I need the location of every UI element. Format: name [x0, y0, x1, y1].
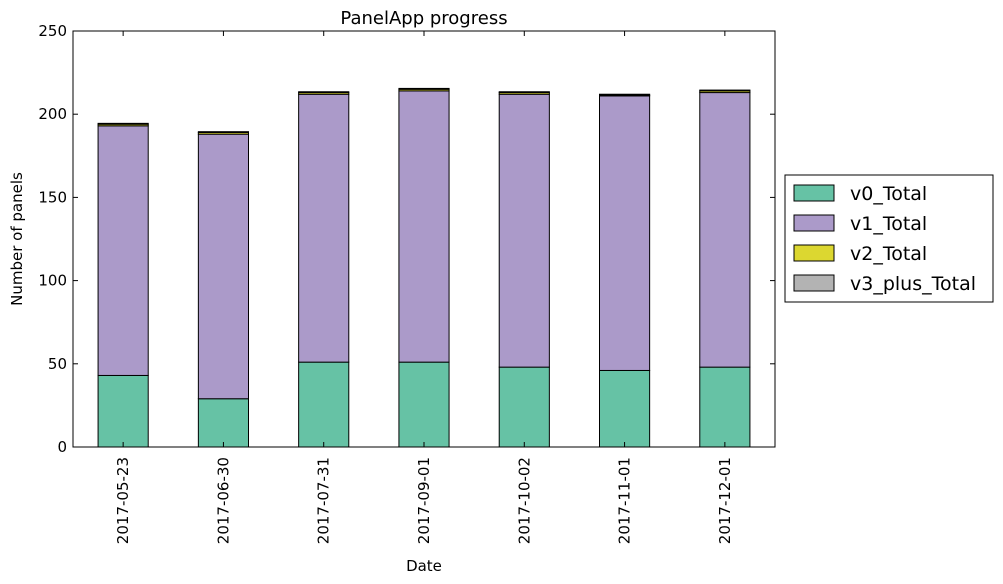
chart-title: PanelApp progress	[340, 8, 507, 29]
bar-v3_plus_Total-2017-10-02	[498, 91, 550, 94]
bar-v3_plus_Total-2017-11-01	[599, 93, 651, 96]
bar-v1_Total-2017-05-23	[97, 125, 149, 376]
x-axis-title: Date	[406, 557, 442, 575]
bar-v3_plus_Total-2017-07-31	[298, 91, 350, 94]
bar-v0_Total-2017-11-01	[599, 369, 651, 448]
bar-v3_plus_Total-2017-06-30	[197, 131, 250, 134]
legend-label-v2_Total: v2_Total	[850, 243, 927, 265]
legend-label-v0_Total: v0_Total	[850, 183, 927, 205]
x-tick-label: 2017-09-01	[415, 457, 433, 544]
bar-v0_Total-2017-10-02	[498, 366, 550, 448]
legend-swatch-v0_Total	[793, 184, 835, 202]
bar-v0_Total-2017-07-31	[298, 361, 350, 448]
x-tick-label: 2017-10-02	[515, 457, 533, 544]
bars-layer	[97, 87, 751, 448]
bar-v1_Total-2017-09-01	[398, 90, 450, 363]
bar-v1_Total-2017-12-01	[699, 92, 751, 368]
x-tick-label: 2017-12-01	[716, 457, 734, 544]
x-tick-label: 2017-05-23	[114, 457, 132, 544]
y-tick-label: 0	[57, 438, 67, 456]
bar-v1_Total-2017-06-30	[197, 133, 250, 400]
x-tick-label: 2017-11-01	[616, 457, 634, 544]
y-tick-label: 250	[38, 22, 67, 40]
bar-v3_plus_Total-2017-09-01	[398, 87, 450, 90]
y-tick-label: 50	[48, 355, 67, 373]
bar-v1_Total-2017-10-02	[498, 93, 550, 368]
x-axis: 2017-05-23 2017-06-30 2017-07-31 2017-09-01…	[114, 31, 734, 544]
x-tick-label: 2017-06-30	[214, 457, 232, 544]
bar-v1_Total-2017-07-31	[298, 93, 350, 363]
y-axis: 0 50 100 150 200 250	[38, 22, 775, 456]
legend-label-v1_Total: v1_Total	[850, 213, 927, 235]
legend: v0_Total v1_Total v2_Total v3_plus_Total	[784, 174, 994, 303]
bar-v3_plus_Total-2017-05-23	[97, 122, 149, 125]
legend-label-v3_plus_Total: v3_plus_Total	[850, 273, 976, 295]
x-tick-label: 2017-07-31	[315, 457, 333, 544]
y-tick-label: 150	[38, 188, 67, 206]
bar-v0_Total-2017-05-23	[97, 374, 149, 448]
bar-v0_Total-2017-09-01	[398, 361, 450, 448]
legend-swatch-v2_Total	[793, 244, 835, 262]
bar-v1_Total-2017-11-01	[599, 95, 651, 371]
y-tick-label: 200	[38, 105, 67, 123]
bar-v3_plus_Total-2017-12-01	[699, 89, 751, 92]
legend-swatch-v3_plus_Total	[793, 274, 835, 292]
bar-v0_Total-2017-06-30	[197, 398, 250, 448]
y-tick-label: 100	[38, 272, 67, 290]
bar-v0_Total-2017-12-01	[699, 366, 751, 448]
y-axis-title: Number of panels	[8, 172, 26, 306]
legend-swatch-v1_Total	[793, 214, 835, 232]
